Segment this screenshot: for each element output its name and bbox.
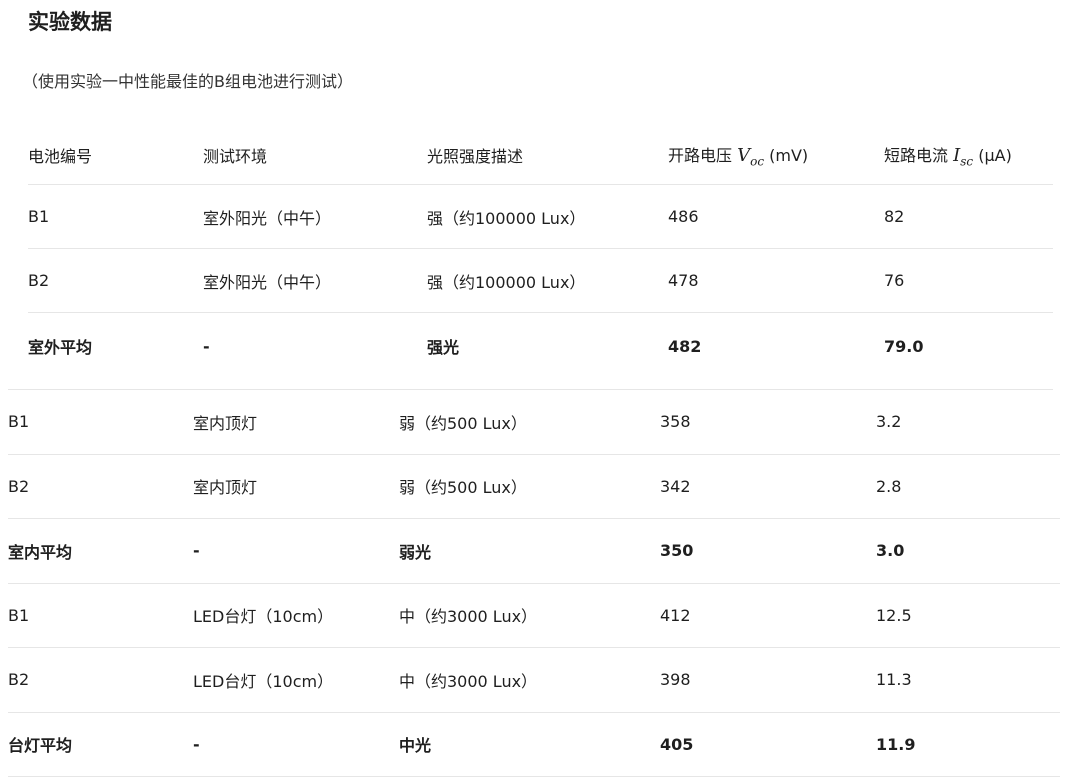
header-light: 光照强度描述	[427, 126, 668, 185]
average-row: 室内平均 - 弱光 350 3.0	[8, 518, 1060, 584]
cell-environment: 室内顶灯	[193, 390, 399, 455]
cell-battery: B2	[8, 647, 193, 713]
table-row: B2 LED台灯（10cm） 中（约3000 Lux） 398 11.3	[8, 647, 1060, 713]
header-isc-unit: (μA)	[978, 145, 1012, 165]
voc-symbol: Voc	[737, 144, 765, 169]
cell-isc: 3.0	[876, 518, 1060, 584]
page-title: 实验数据	[28, 10, 112, 34]
cell-voc: 412	[660, 583, 876, 648]
cell-environment: 室内顶灯	[193, 454, 399, 519]
cell-voc: 350	[660, 518, 876, 584]
divider	[8, 389, 1053, 390]
cell-light: 强光	[427, 338, 460, 357]
cell-environment: -	[203, 336, 210, 356]
cell-environment: 室外阳光（中午）	[203, 248, 427, 313]
cell-isc: 2.8	[876, 454, 1060, 519]
cell-voc: 398	[660, 647, 876, 713]
cell-isc: 11.9	[876, 712, 1060, 777]
cell-light: 中光	[399, 712, 660, 777]
header-voc-unit: (mV)	[769, 145, 809, 165]
cell-voc: 482	[668, 336, 702, 356]
cell-battery: 室内平均	[8, 518, 193, 584]
cell-voc: 486	[668, 184, 884, 249]
table-header-row: 电池编号 测试环境 光照强度描述 开路电压 Voc (mV) 短路电流 Isc …	[28, 126, 1053, 185]
cell-battery: B2	[28, 248, 203, 313]
outdoor-data-table: 电池编号 测试环境 光照强度描述 开路电压 Voc (mV) 短路电流 Isc …	[28, 126, 1053, 379]
cell-light: 强（约100000 Lux）	[427, 248, 668, 313]
header-voc: 开路电压 Voc (mV)	[668, 126, 884, 185]
cell-isc: 79.0	[884, 336, 924, 356]
cell-light: 强（约100000 Lux）	[427, 184, 668, 249]
isc-symbol: Isc	[953, 144, 974, 169]
indoor-led-data-table: B1 室内顶灯 弱（约500 Lux） 358 3.2 B2 室内顶灯 弱（约500 Lux）…	[8, 390, 1060, 777]
header-isc-label: 短路电流	[884, 145, 949, 165]
header-isc: 短路电流 Isc (μA)	[884, 126, 1053, 185]
header-battery: 电池编号	[28, 126, 203, 185]
cell-light: 弱（约500 Lux）	[399, 454, 660, 519]
cell-environment: -	[193, 712, 399, 777]
cell-battery: B2	[8, 454, 193, 519]
table-row: B1 室内顶灯 弱（约500 Lux） 358 3.2	[8, 390, 1060, 455]
table-row: B1 室外阳光（中午） 强（约100000 Lux） 486 82	[28, 184, 1053, 249]
cell-light: 弱光	[399, 518, 660, 584]
table-row: B2 室外阳光（中午） 强（约100000 Lux） 478 76	[28, 248, 1053, 313]
cell-battery: B1	[8, 583, 193, 648]
cell-environment: LED台灯（10cm）	[193, 647, 399, 713]
cell-battery: 室外平均	[28, 338, 93, 357]
cell-isc: 11.3	[876, 647, 1060, 713]
table-row: B1 LED台灯（10cm） 中（约3000 Lux） 412 12.5	[8, 583, 1060, 648]
header-environment: 测试环境	[203, 126, 427, 185]
cell-voc: 342	[660, 454, 876, 519]
average-row: 台灯平均 - 中光 405 11.9	[8, 712, 1060, 777]
cell-battery: 台灯平均	[8, 712, 193, 777]
cell-environment: 室外阳光（中午）	[203, 184, 427, 249]
cell-voc: 358	[660, 390, 876, 455]
cell-battery: B1	[28, 184, 203, 249]
cell-isc: 76	[884, 248, 1053, 313]
subtitle: （使用实验一中性能最佳的B组电池进行测试）	[22, 72, 353, 91]
cell-isc: 82	[884, 184, 1053, 249]
cell-isc: 3.2	[876, 390, 1060, 455]
cell-environment: -	[193, 518, 399, 584]
header-voc-label: 开路电压	[668, 145, 733, 165]
cell-light: 中（约3000 Lux）	[399, 647, 660, 713]
cell-voc: 478	[668, 248, 884, 313]
cell-light: 中（约3000 Lux）	[399, 583, 660, 648]
cell-light: 弱（约500 Lux）	[399, 390, 660, 455]
table-row: B2 室内顶灯 弱（约500 Lux） 342 2.8	[8, 454, 1060, 519]
cell-isc: 12.5	[876, 583, 1060, 648]
cell-environment: LED台灯（10cm）	[193, 583, 399, 648]
average-row: 室外平均 - 强光 482 79.0	[28, 313, 1053, 380]
cell-voc: 405	[660, 712, 876, 777]
cell-battery: B1	[8, 390, 193, 455]
